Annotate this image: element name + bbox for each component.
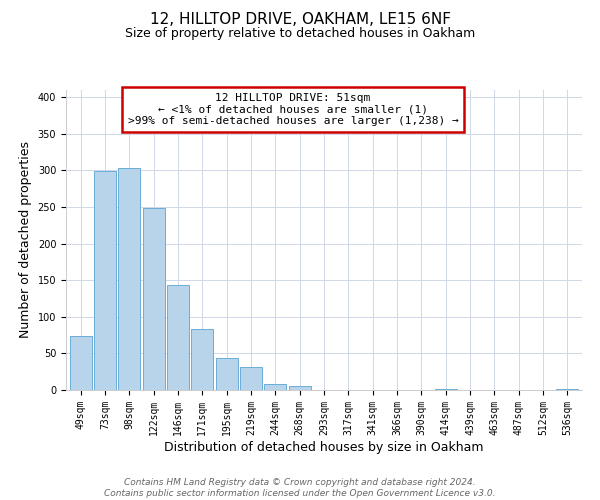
Text: 12 HILLTOP DRIVE: 51sqm
← <1% of detached houses are smaller (1)
>99% of semi-de: 12 HILLTOP DRIVE: 51sqm ← <1% of detache…: [128, 93, 458, 126]
Bar: [118, 168, 140, 390]
Text: 12, HILLTOP DRIVE, OAKHAM, LE15 6NF: 12, HILLTOP DRIVE, OAKHAM, LE15 6NF: [149, 12, 451, 28]
X-axis label: Distribution of detached houses by size in Oakham: Distribution of detached houses by size …: [164, 440, 484, 454]
Text: Size of property relative to detached houses in Oakham: Size of property relative to detached ho…: [125, 28, 475, 40]
Text: Contains HM Land Registry data © Crown copyright and database right 2024.
Contai: Contains HM Land Registry data © Crown c…: [104, 478, 496, 498]
Bar: [167, 284, 189, 390]
Bar: [143, 208, 164, 390]
Bar: [191, 330, 213, 390]
Bar: [240, 368, 262, 390]
Bar: [289, 386, 311, 390]
Y-axis label: Number of detached properties: Number of detached properties: [19, 142, 32, 338]
Bar: [70, 336, 92, 390]
Bar: [94, 171, 116, 390]
Bar: [215, 358, 238, 390]
Bar: [265, 384, 286, 390]
